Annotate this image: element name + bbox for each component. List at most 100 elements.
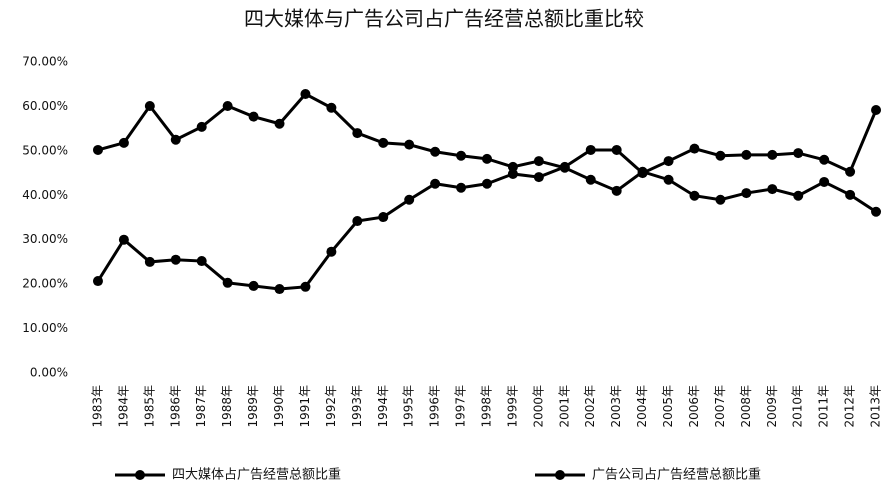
series-line [97,92,877,213]
x-tick-label: 1992年 [324,385,338,428]
point [793,148,804,159]
x-tick-label: 1983年 [90,385,104,428]
point [222,277,233,288]
x-tick-label: 1986年 [168,385,182,428]
x-tick-label: 2005年 [661,385,675,428]
point [118,234,129,245]
point [170,254,181,265]
point [871,104,882,115]
point [689,190,700,201]
point [845,166,856,177]
x-tick-label: 1985年 [142,385,156,428]
y-tick-label: 10.00% [22,321,68,335]
point [274,118,285,129]
x-tick-label: 1996年 [428,385,442,428]
point [300,281,311,292]
x-tick-label: 1995年 [402,385,416,428]
point [611,144,622,155]
point [248,280,259,291]
point [767,184,778,195]
legend-marker [555,470,565,480]
point [196,256,207,267]
point [482,153,492,164]
point [248,111,259,122]
legend-marker [135,470,145,480]
y-tick-label: 50.00% [22,143,68,157]
y-tick-label: 20.00% [22,277,68,291]
x-tick-label: 2013年 [869,385,883,428]
point [274,284,285,295]
point [533,156,544,167]
point [741,149,752,160]
point [533,172,544,183]
point [430,146,441,157]
point [144,100,155,111]
point [741,188,752,199]
point [767,149,778,160]
point [352,216,363,227]
x-tick-label: 1984年 [116,385,130,428]
point [118,137,129,148]
x-tick-label: 2000年 [531,385,545,428]
legend-label: 四大媒体占广告经营总额比重 [172,467,341,483]
x-tick-label: 2006年 [687,385,701,428]
point [689,143,700,154]
y-tick-label: 40.00% [22,188,68,202]
x-tick-label: 2003年 [609,385,623,428]
point [326,246,337,257]
point [507,168,518,179]
point [196,121,207,132]
point [845,189,856,200]
point [871,206,882,217]
x-tick-label: 2009年 [765,385,779,428]
point [92,276,103,287]
point [326,102,337,113]
x-tick-label: 1994年 [376,385,390,428]
x-tick-label: 2002年 [583,385,597,428]
point [144,256,155,267]
point [430,178,441,189]
point [507,161,518,172]
point [92,144,103,155]
point [611,185,622,196]
legend-label: 广告公司占广告经营总额比重 [592,467,761,483]
point [404,194,415,205]
point [663,156,674,167]
series-line [96,109,878,291]
point [715,194,726,205]
y-tick-label: 70.00% [22,55,68,69]
x-tick-label: 1987年 [194,385,208,428]
point [715,150,726,161]
point [456,182,467,193]
point [404,139,415,150]
point [222,100,233,111]
point [378,212,389,223]
x-tick-label: 1990年 [272,385,286,428]
point [352,128,363,139]
chart-title: 四大媒体与广告公司占广告经营总额比重比较 [244,7,644,31]
point [378,137,389,148]
x-tick-label: 1991年 [298,385,312,428]
x-tick-label: 1999年 [505,385,519,428]
y-tick-label: 30.00% [22,232,68,246]
x-tick-label: 1989年 [246,385,260,428]
x-tick-label: 1988年 [220,385,234,428]
point [559,161,570,172]
point [456,150,467,161]
point [170,134,181,145]
point [637,168,648,179]
x-tick-label: 2011年 [817,385,831,428]
x-tick-label: 1997年 [454,385,468,428]
point [585,144,596,155]
x-tick-label: 2010年 [791,385,805,428]
x-tick-label: 2001年 [557,385,571,428]
point [585,174,596,185]
x-tick-label: 1998年 [480,385,494,428]
point [482,178,492,189]
y-tick-label: 0.00% [30,366,68,380]
point [663,174,674,185]
point [793,190,804,201]
point [819,154,830,165]
x-tick-label: 1993年 [350,385,364,428]
